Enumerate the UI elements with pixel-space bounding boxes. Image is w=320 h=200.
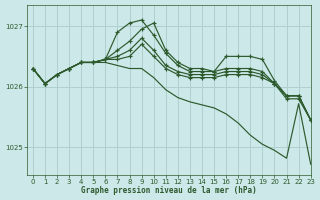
X-axis label: Graphe pression niveau de la mer (hPa): Graphe pression niveau de la mer (hPa) bbox=[81, 186, 257, 195]
